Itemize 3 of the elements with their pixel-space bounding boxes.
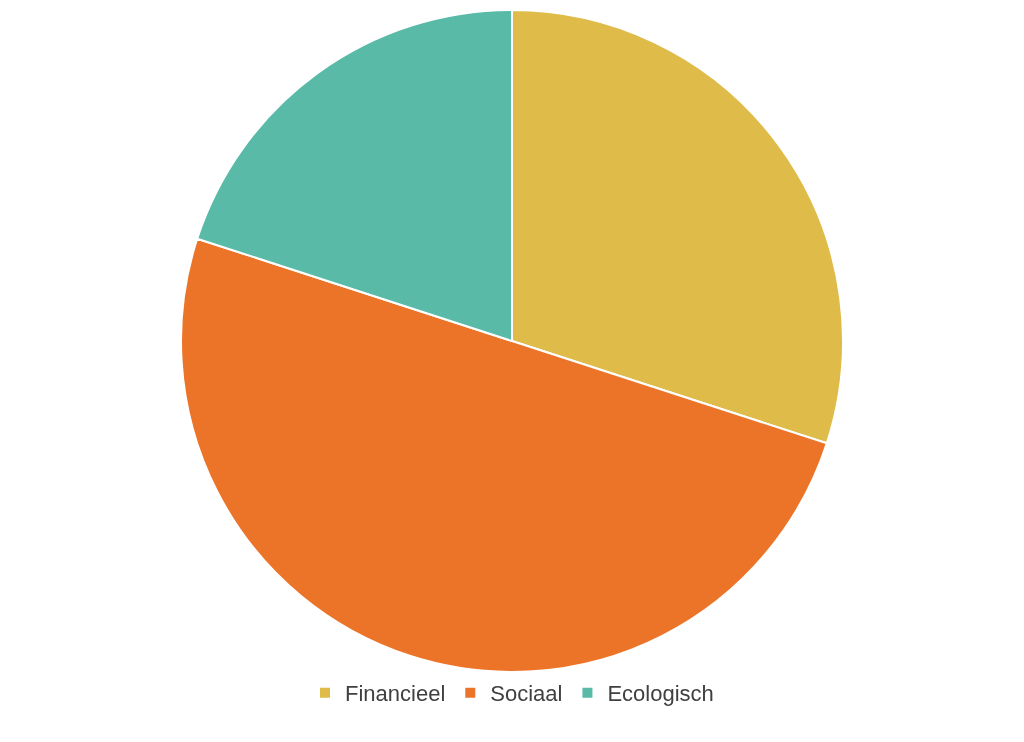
legend-label: Sociaal [490, 681, 563, 707]
legend-label: Financieel [345, 681, 446, 707]
legend-label: Ecologisch [607, 681, 714, 707]
